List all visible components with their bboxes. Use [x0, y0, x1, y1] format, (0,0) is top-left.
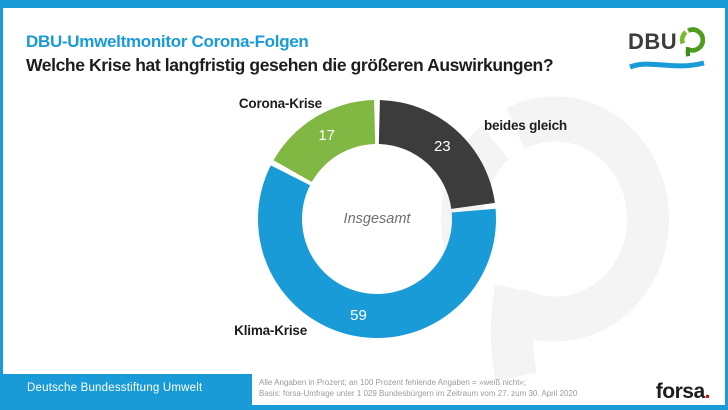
- forsa-logo: forsa.: [655, 380, 711, 404]
- forsa-logo-dot: .: [704, 380, 711, 403]
- donut-center-label: Insgesamt: [343, 211, 411, 227]
- donut-slice-corona-krise: [273, 100, 376, 182]
- slice-label-klima-krise: Klima-Krise: [234, 323, 307, 338]
- frame-border-right: [725, 0, 728, 410]
- slice-label-beides-gleich: beides gleich: [484, 118, 567, 133]
- org-name: Deutsche Bundesstiftung Umwelt: [27, 382, 203, 394]
- report-title: DBU-Umweltmonitor Corona-Folgen: [26, 32, 309, 51]
- slice-value-23: 23: [434, 138, 451, 155]
- donut-chart: 23 59 17: [257, 100, 496, 339]
- footnote-line1: Alle Angaben in Prozent; an 100 Prozent …: [259, 378, 527, 387]
- forsa-logo-text: forsa: [655, 380, 705, 403]
- org-bar: Deutsche Bundesstiftung Umwelt: [0, 374, 252, 410]
- chart-question-title: Welche Krise hat langfristig gesehen die…: [26, 55, 554, 75]
- dbu-leaf-icon: [679, 27, 706, 57]
- footnote: Alle Angaben in Prozent; an 100 Prozent …: [259, 377, 599, 399]
- frame-border-left: [0, 0, 3, 410]
- footnote-line2: Basis: forsa-Umfrage unter 1 029 Bundesb…: [259, 389, 578, 398]
- slice-label-corona-krise: Corona-Krise: [238, 96, 322, 111]
- frame-border-bottom: [0, 405, 728, 410]
- frame-border-top: [0, 0, 728, 8]
- slice-value-59: 59: [350, 307, 367, 324]
- dbu-logo-text: DBU: [628, 29, 678, 54]
- donut-slice-beides-gleich: [378, 100, 495, 209]
- slice-value-17: 17: [318, 127, 335, 144]
- donut-slice-klima-krise: [257, 165, 496, 339]
- dbu-wave-icon: [629, 60, 705, 70]
- dbu-logo: DBU: [628, 26, 706, 74]
